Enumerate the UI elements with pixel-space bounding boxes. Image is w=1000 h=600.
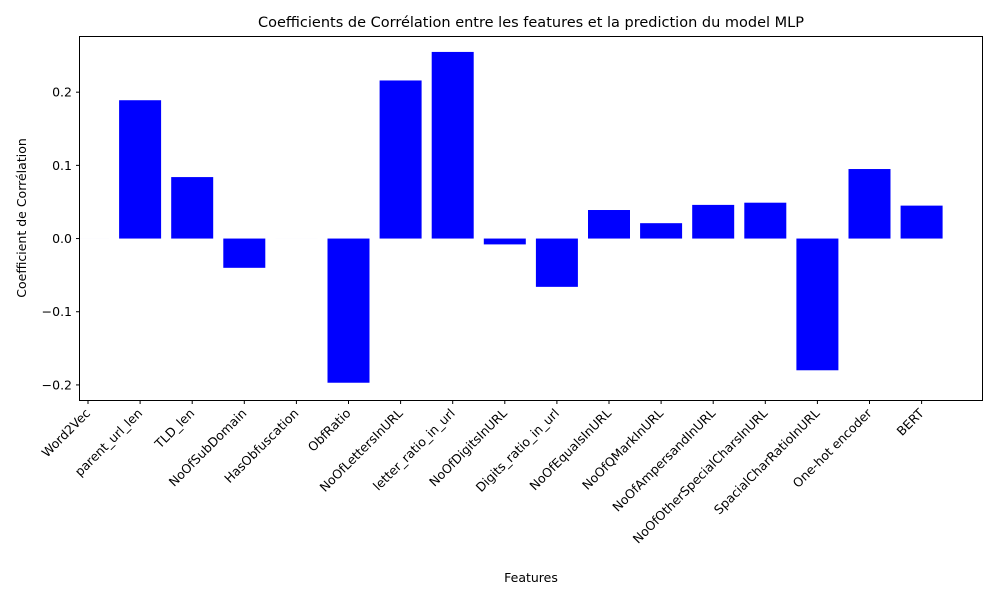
y-tick-label: −0.2 (42, 377, 72, 392)
y-axis-label: Coefficient de Corrélation (14, 138, 29, 298)
chart-title: Coefficients de Corrélation entre les fe… (258, 15, 804, 31)
axes-frame (79, 36, 983, 401)
x-tick-label: NoOfAmpersandInURL (609, 405, 718, 514)
bars-group (67, 51, 943, 383)
bar-letter-ratio-in-url (431, 51, 474, 239)
bar-spacialcharratioinurl (796, 238, 839, 371)
bar-bert (900, 205, 943, 239)
bar-nooflettersinurl (379, 80, 422, 239)
bar-noofdigitsinurl (483, 238, 526, 245)
x-tick-label: TLD_len (151, 406, 197, 452)
bar-obfratio (327, 238, 370, 383)
y-axis-ticks: −0.2 −0.1 0.0 0.1 0.2 (42, 85, 80, 392)
bar-noofampersandinurl (692, 204, 735, 239)
y-tick-label: 0.0 (52, 231, 72, 246)
bar-noofqmarkinurl (640, 223, 683, 239)
y-tick-label: 0.2 (52, 85, 72, 100)
plot-frame (79, 36, 983, 401)
y-tick-label: 0.1 (52, 158, 72, 173)
x-axis-label: Features (504, 570, 558, 585)
bar-one-hot-encoder (848, 169, 891, 239)
bar-digits-ratio-in-url (535, 238, 578, 287)
x-tick-label: ObfRatio (305, 406, 354, 455)
y-tick-label: −0.1 (42, 304, 72, 319)
x-tick-label: Word2Vec (39, 405, 94, 460)
bar-noofequalsinurl (588, 210, 630, 239)
bar-noofsubdomain (223, 238, 266, 268)
x-tick-label: BERT (894, 405, 927, 438)
bar-noofotherspecialcharsinurl (744, 202, 787, 239)
bar-tld-len (171, 177, 214, 239)
bar-parent-url-len (119, 100, 162, 239)
x-tick-label: SpacialCharRatioInURL (711, 405, 823, 517)
